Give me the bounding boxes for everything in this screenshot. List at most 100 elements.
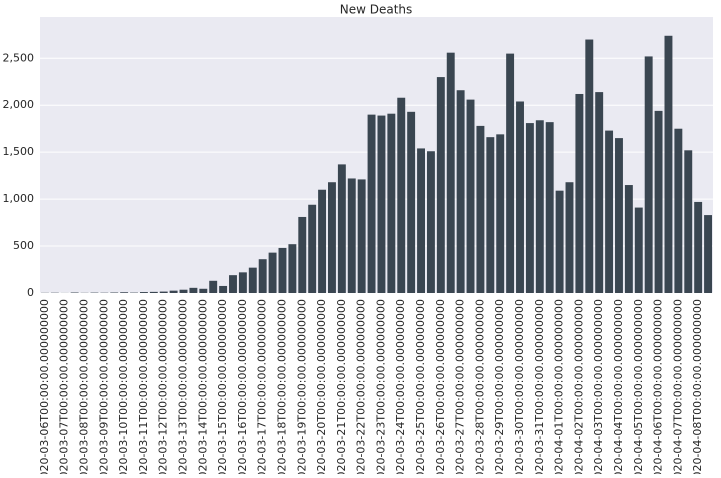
x-tick-label: 2020-03-16T00:00:00.000000000 <box>236 299 249 474</box>
bar <box>288 244 296 293</box>
bar <box>120 292 128 293</box>
bar <box>338 164 346 293</box>
x-tick-label: 2020-03-22T00:00:00.000000000 <box>355 299 368 474</box>
x-tick-label: 2020-03-28T00:00:00.000000000 <box>473 299 486 474</box>
bar <box>437 77 445 293</box>
bar <box>427 151 435 293</box>
x-tick-label: 2020-04-04T00:00:00.000000000 <box>612 299 625 474</box>
bar <box>566 182 574 293</box>
bar <box>615 138 623 293</box>
bar <box>476 126 484 293</box>
x-tick-label: 2020-03-12T00:00:00.000000000 <box>157 299 170 474</box>
x-tick-label: 2020-03-20T00:00:00.000000000 <box>315 299 328 474</box>
bar <box>140 292 148 293</box>
bar <box>348 178 356 293</box>
x-tick-label: 2020-04-08T00:00:00.000000000 <box>691 299 704 474</box>
bar <box>328 182 336 293</box>
bar <box>209 281 217 293</box>
x-tick-label: 2020-03-07T00:00:00.000000000 <box>58 299 71 474</box>
bar <box>526 123 534 293</box>
y-tick-label: 2,500 <box>3 51 35 64</box>
x-tick-label: 2020-03-23T00:00:00.000000000 <box>374 299 387 474</box>
x-tick-label: 2020-03-29T00:00:00.000000000 <box>493 299 506 474</box>
bar <box>625 185 633 293</box>
x-tick-label: 2020-03-25T00:00:00.000000000 <box>414 299 427 474</box>
x-tick-label: 2020-03-31T00:00:00.000000000 <box>533 299 546 474</box>
bar <box>546 122 554 293</box>
x-tick-label: 2020-04-03T00:00:00.000000000 <box>592 299 605 474</box>
bar <box>150 292 158 293</box>
bar <box>457 90 465 293</box>
y-tick-label: 1,500 <box>3 145 35 158</box>
x-tick-label: 2020-03-15T00:00:00.000000000 <box>216 299 229 474</box>
x-tick-label: 2020-03-21T00:00:00.000000000 <box>335 299 348 474</box>
y-tick-label: 500 <box>13 239 34 252</box>
bar <box>575 94 583 293</box>
x-tick-label: 2020-03-30T00:00:00.000000000 <box>513 299 526 474</box>
y-tick-label: 0 <box>27 286 34 299</box>
bar <box>160 292 168 293</box>
bar <box>595 92 603 293</box>
bar <box>397 98 405 293</box>
x-tick-label: 2020-03-14T00:00:00.000000000 <box>196 299 209 474</box>
bar <box>496 134 504 293</box>
x-tick-label: 2020-03-13T00:00:00.000000000 <box>177 299 190 474</box>
bar <box>585 40 593 293</box>
x-tick-label: 2020-03-26T00:00:00.000000000 <box>434 299 447 474</box>
bar <box>447 53 455 293</box>
bar <box>259 259 267 293</box>
x-tick-label: 2020-03-19T00:00:00.000000000 <box>295 299 308 474</box>
bar <box>279 248 287 293</box>
bar <box>180 290 188 293</box>
bar <box>486 137 494 293</box>
bar <box>407 112 415 293</box>
bar <box>467 100 475 293</box>
chart-title: New Deaths <box>340 3 413 17</box>
bar <box>219 286 227 293</box>
bar <box>536 120 544 293</box>
bar <box>694 202 702 293</box>
x-tick-label: 2020-03-06T00:00:00.000000000 <box>38 299 51 474</box>
bar <box>556 191 564 293</box>
bar <box>368 115 376 293</box>
bar <box>645 56 653 293</box>
x-tick-label: 2020-04-01T00:00:00.000000000 <box>553 299 566 474</box>
x-tick-label: 2020-03-09T00:00:00.000000000 <box>97 299 110 474</box>
bar <box>170 291 178 293</box>
y-tick-label: 2,000 <box>3 98 35 111</box>
y-tick-label: 1,000 <box>3 192 35 205</box>
bar <box>229 275 237 293</box>
bar <box>318 190 326 293</box>
bar <box>377 116 385 293</box>
bar <box>387 114 395 293</box>
bar <box>308 205 316 293</box>
x-tick-label: 2020-03-17T00:00:00.000000000 <box>256 299 269 474</box>
bar <box>298 217 306 293</box>
x-tick-label: 2020-04-07T00:00:00.000000000 <box>671 299 684 474</box>
bar <box>506 54 514 293</box>
x-tick-label: 2020-03-18T00:00:00.000000000 <box>275 299 288 474</box>
bar <box>605 131 613 293</box>
bar <box>516 101 524 293</box>
bar <box>269 253 277 293</box>
bar <box>655 111 663 293</box>
x-tick-label: 2020-03-24T00:00:00.000000000 <box>394 299 407 474</box>
x-tick-label: 2020-04-02T00:00:00.000000000 <box>572 299 585 474</box>
bar <box>417 148 425 293</box>
x-tick-label: 2020-04-05T00:00:00.000000000 <box>632 299 645 474</box>
bar <box>704 215 712 293</box>
bar <box>189 288 197 293</box>
x-tick-label: 2020-03-08T00:00:00.000000000 <box>78 299 91 474</box>
x-tick-label: 2020-04-06T00:00:00.000000000 <box>652 299 665 474</box>
bar <box>684 150 692 293</box>
bar <box>665 36 673 293</box>
x-tick-label: 2020-03-10T00:00:00.000000000 <box>117 299 130 474</box>
bar <box>358 179 366 293</box>
bar <box>249 268 257 293</box>
x-tick-label: 2020-03-27T00:00:00.000000000 <box>454 299 467 474</box>
bar <box>239 272 247 293</box>
bar <box>199 289 207 293</box>
bar <box>635 208 643 293</box>
bar <box>674 129 682 293</box>
x-tick-label: 2020-03-11T00:00:00.000000000 <box>137 299 150 474</box>
